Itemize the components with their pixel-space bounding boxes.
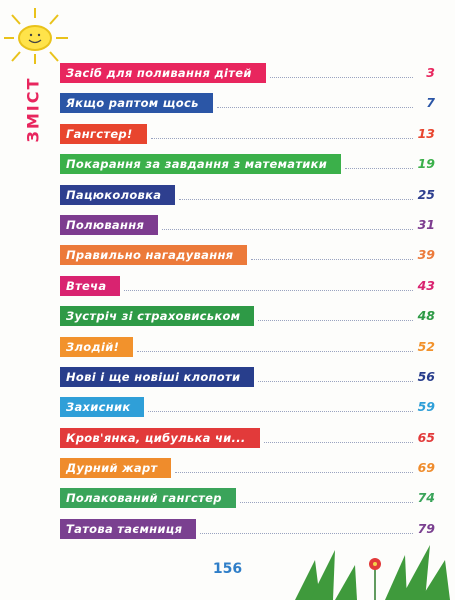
dot-leader [175, 472, 413, 474]
toc-entry: Полювання 31 [60, 214, 435, 245]
dot-leader [264, 441, 413, 443]
entry-page: 7 [426, 95, 435, 111]
toc-heading: ЗМІСТ [23, 76, 43, 143]
entry-page: 59 [417, 399, 435, 415]
dot-leader [200, 532, 413, 534]
entry-title: Татова таємниця [60, 518, 197, 539]
entry-page: 74 [417, 490, 435, 506]
entry-page: 13 [417, 125, 435, 141]
dot-leader [240, 502, 413, 504]
entry-page: 79 [417, 520, 435, 536]
toc-entry: Пацюколовка 25 [60, 184, 435, 215]
toc-entry: Правильно нагадування 39 [60, 245, 435, 275]
entry-title: Покарання за завдання з математики [60, 154, 342, 175]
dot-leader [148, 411, 413, 413]
entry-title: Зустріч зі страховиськом [60, 306, 255, 327]
entry-title: Дурний жарт [60, 458, 172, 479]
entry-title: Втеча [60, 275, 121, 296]
dot-leader [345, 168, 413, 170]
entry-page: 65 [417, 429, 435, 445]
toc-entry: Якщо раптом щось 7 [60, 93, 435, 123]
toc-entry: Втеча 43 [60, 275, 435, 306]
entry-title: Гангстер! [60, 123, 147, 144]
entry-page: 31 [417, 216, 435, 232]
dot-leader [258, 320, 413, 322]
entry-title: Нові і ще новіші клопоти [60, 366, 255, 387]
dot-leader [179, 198, 413, 200]
entry-page: 43 [417, 277, 435, 293]
entry-title: Кров'янка, цибулька чи... [60, 427, 260, 448]
toc-entry: Татова таємниця 79 [60, 518, 435, 549]
dot-leader [270, 77, 413, 78]
entry-title: Пацюколовка [60, 184, 176, 205]
toc-entry: Злодій! 52 [60, 336, 435, 367]
toc-entry: Дурний жарт 69 [60, 458, 435, 488]
entry-title: Засіб для поливання дітей [60, 63, 266, 83]
toc-entry: Полакований гангстер 74 [60, 488, 435, 518]
entry-title: Полакований гангстер [60, 488, 236, 509]
toc-entry: Кров'янка, цибулька чи... 65 [60, 427, 435, 458]
entry-title: Правильно нагадування [60, 245, 248, 266]
dot-leader [162, 228, 413, 230]
grass-illustration [295, 545, 450, 600]
toc-entry: Засіб для поливання дітей 3 [60, 63, 435, 93]
entry-title: Якщо раптом щось [60, 93, 213, 114]
dot-leader [217, 107, 413, 109]
entry-page: 19 [417, 156, 435, 172]
toc-entry: Зустріч зі страховиськом 48 [60, 306, 435, 336]
entry-title: Злодій! [60, 336, 134, 357]
entry-page: 48 [417, 308, 435, 324]
toc-list: Засіб для поливання дітей 3 Якщо раптом що… [60, 63, 435, 549]
page-number: 156 [212, 561, 243, 577]
toc-entry: Захисник 59 [60, 397, 435, 427]
entry-page: 39 [417, 247, 435, 263]
entry-page: 52 [417, 338, 435, 354]
dot-leader [137, 350, 413, 352]
entry-title: Полювання [60, 214, 159, 235]
dot-leader [251, 259, 413, 261]
entry-title: Захисник [60, 397, 145, 418]
toc-entry: Гангстер! 13 [60, 123, 435, 154]
sun-illustration [4, 8, 68, 64]
dot-leader [258, 380, 413, 382]
dot-leader [151, 137, 413, 139]
entry-page: 56 [417, 368, 435, 384]
entry-page: 3 [426, 65, 435, 80]
toc-entry: Покарання за завдання з математики 19 [60, 154, 435, 184]
entry-page: 25 [417, 186, 435, 202]
entry-page: 69 [417, 460, 435, 476]
dot-leader [124, 289, 413, 291]
toc-entry: Нові і ще новіші клопоти 56 [60, 366, 435, 397]
